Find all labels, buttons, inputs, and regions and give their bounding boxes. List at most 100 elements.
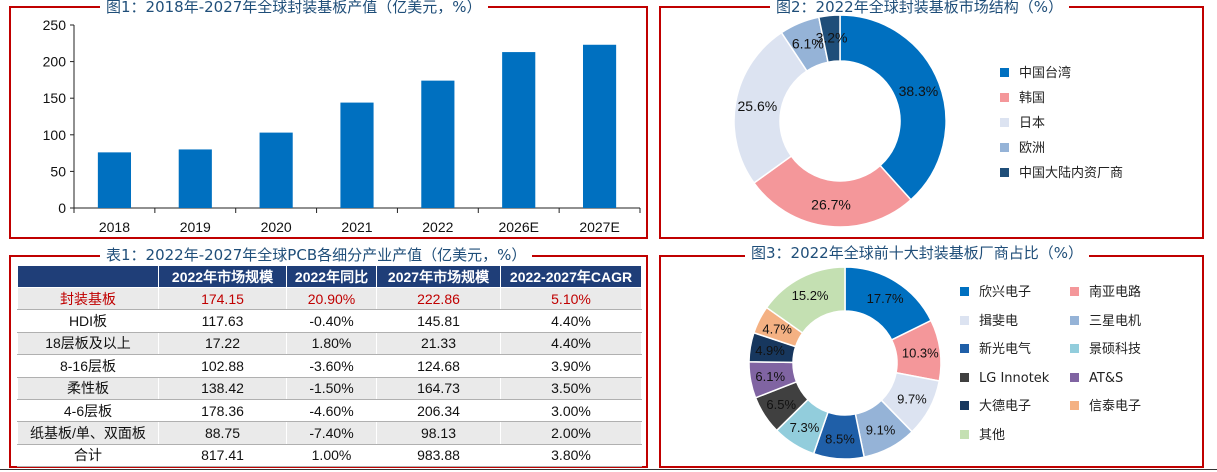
fig3-legend-item: 景硕科技 — [1070, 342, 1141, 358]
fig3-legend-label: AT&S — [1089, 370, 1124, 386]
fig2-legend-item: 韩国 — [1000, 91, 1045, 107]
table-cell: 3.90% — [500, 354, 642, 378]
table-cell: 4.40% — [500, 309, 642, 333]
pcb-output-table: 2022年市场规模 2022年同比 2027年市场规模 2022-2027年CAGR … — [17, 265, 642, 468]
fig3-legend-item: 三星电机 — [1070, 314, 1141, 330]
fig3-slice-label: 15.2% — [792, 288, 829, 303]
table-cell: 20.90% — [286, 287, 377, 311]
fig3-title: 图3：2022年全球前十大封装基板厂商占比（%） — [745, 244, 1089, 262]
fig3-donut-chart: 17.7% 10.3% 9.7% 9.1% 8.5% 7.3% 6.5% 6.1% 4.9% 4.… — [748, 266, 942, 460]
table-cell: 8-16层板 — [17, 354, 159, 378]
table-cell: 102.88 — [158, 354, 287, 378]
table-cell: 合计 — [17, 444, 159, 468]
fig2-slice — [839, 14, 947, 201]
table-cell: 124.68 — [376, 354, 501, 378]
table-row: 8-16层板 102.88 -3.60% 124.68 3.90% — [17, 354, 642, 378]
fig2-slice-label: 3.2% — [816, 29, 848, 45]
table-cell: 4-6层板 — [17, 399, 159, 423]
fig2-slice-label: 25.6% — [738, 98, 778, 114]
fig1-bar — [178, 149, 212, 208]
fig1-y-tick-label: 200 — [43, 54, 67, 70]
table-cell: 18层板及以上 — [17, 332, 159, 356]
fig1-bar — [502, 52, 536, 208]
fig2-donut-chart: 38.3% 26.7% 25.6% 6.1%3.2% — [733, 14, 947, 228]
table-cell: 817.41 — [158, 444, 287, 468]
fig3-legend-label: 欣兴电子 — [979, 285, 1032, 300]
fig3-legend-swatch — [1070, 344, 1079, 353]
table-cell: 164.73 — [376, 377, 501, 400]
table-cell: 88.75 — [158, 421, 287, 445]
table-cell: 98.13 — [376, 421, 501, 445]
fig3-slice-label: 7.3% — [790, 420, 820, 435]
fig3-legend-item: 信泰电子 — [1070, 399, 1141, 415]
table-cell: 4.40% — [500, 332, 642, 356]
fig3-slice-label: 6.5% — [766, 397, 796, 412]
fig1-y-tick-label: 150 — [43, 90, 67, 106]
fig1-bar — [259, 132, 293, 208]
table-cell: 1.00% — [286, 444, 377, 468]
fig1-bar — [340, 102, 374, 208]
fig1-y-tick-label: 250 — [43, 17, 67, 33]
fig2-legend-label: 中国台湾 — [1019, 66, 1072, 81]
fig3-legend-label: 信泰电子 — [1089, 399, 1142, 414]
table-cell: 3.50% — [500, 377, 642, 400]
fig2-legend-swatch — [1000, 68, 1009, 77]
fig3-legend-label: 大德电子 — [979, 399, 1032, 414]
fig2-legend-item: 欧洲 — [1000, 141, 1045, 157]
table-cell: 206.34 — [376, 399, 501, 423]
fig3-legend-label: 景硕科技 — [1089, 342, 1142, 357]
fig2-legend-label: 韩国 — [1019, 91, 1046, 106]
fig2-legend-swatch — [1000, 143, 1009, 152]
table-cell: 222.86 — [376, 287, 501, 311]
fig2-slice — [752, 155, 912, 228]
fig1-x-tick-label: 2022 — [422, 219, 453, 235]
fig2-title: 图2：2022年全球封装基板市场结构（%） — [770, 0, 1069, 16]
table-cell: 纸基板/单、双面板 — [17, 421, 159, 445]
fig1-bar-chart: 0 50 100 150 200 250 2018 2019 2020 2021 2022 2026E… — [43, 17, 641, 235]
table-cell: -7.40% — [286, 421, 377, 445]
fig3-legend-item: 欣兴电子 — [960, 285, 1031, 301]
fig2-legend-item: 中国台湾 — [1000, 66, 1071, 82]
table-cell: 3.00% — [500, 399, 642, 423]
table-cell: 117.63 — [158, 309, 287, 333]
table-header-cell: 2022-2027年CAGR — [500, 265, 642, 288]
fig1-x-tick-label: 2026E — [498, 219, 538, 235]
fig3-legend-swatch — [960, 315, 969, 325]
fig3-slice-label: 4.7% — [762, 321, 792, 336]
table-header-cell — [17, 265, 159, 288]
fig3-slice-label: 4.9% — [755, 343, 785, 358]
table-header-cell: 2022年同比 — [286, 265, 377, 288]
table-row: 4-6层板 178.36 -4.60% 206.34 3.00% — [17, 399, 642, 423]
fig3-slice-label: 17.7% — [867, 291, 904, 306]
fig3-legend-swatch — [1070, 315, 1079, 325]
fig3-legend-label: 揖斐电 — [979, 313, 1019, 329]
fig1-x-tick-label: 2020 — [261, 219, 292, 235]
fig3-legend-item: 南亚电路 — [1070, 285, 1141, 301]
fig3-legend-label: 三星电机 — [1089, 313, 1142, 329]
fig3-legend-swatch — [1070, 287, 1079, 296]
fig1-title: 图1：2018年-2027年全球封装基板产值（亿美元，%） — [100, 0, 488, 16]
fig2-legend-label: 欧洲 — [1019, 141, 1046, 156]
fig2-legend-item: 日本 — [1000, 116, 1045, 132]
table-cell: 138.42 — [158, 377, 287, 400]
fig2-legend-swatch — [1000, 118, 1009, 127]
table-cell: 2.00% — [500, 421, 642, 445]
table-cell: 17.22 — [158, 332, 287, 356]
fig3-legend-item: 其他 — [960, 428, 1005, 444]
table-cell: -1.50% — [286, 377, 377, 400]
fig3-slice-label: 8.5% — [825, 431, 855, 446]
table-cell: 5.10% — [500, 287, 642, 311]
fig3-legend-label: 其他 — [979, 427, 1006, 443]
table-cell: -0.40% — [286, 309, 377, 333]
fig1-bar — [97, 152, 132, 208]
table-header-cell: 2027年市场规模 — [376, 265, 501, 288]
fig3-legend-label: 新光电气 — [979, 342, 1032, 357]
fig1-x-tick-label: 2019 — [180, 219, 211, 235]
fig3-legend-item: LG Innotek — [960, 371, 1049, 387]
fig1-x-tick-label: 2021 — [341, 219, 372, 235]
fig3-legend-label: LG Innotek — [979, 370, 1050, 386]
fig2-legend-label: 中国大陆内资厂商 — [1019, 166, 1124, 181]
table-row: 纸基板/单、双面板 88.75 -7.40% 98.13 2.00% — [17, 421, 642, 445]
fig3-legend-swatch — [960, 287, 969, 296]
fig3-legend-swatch — [960, 344, 969, 353]
